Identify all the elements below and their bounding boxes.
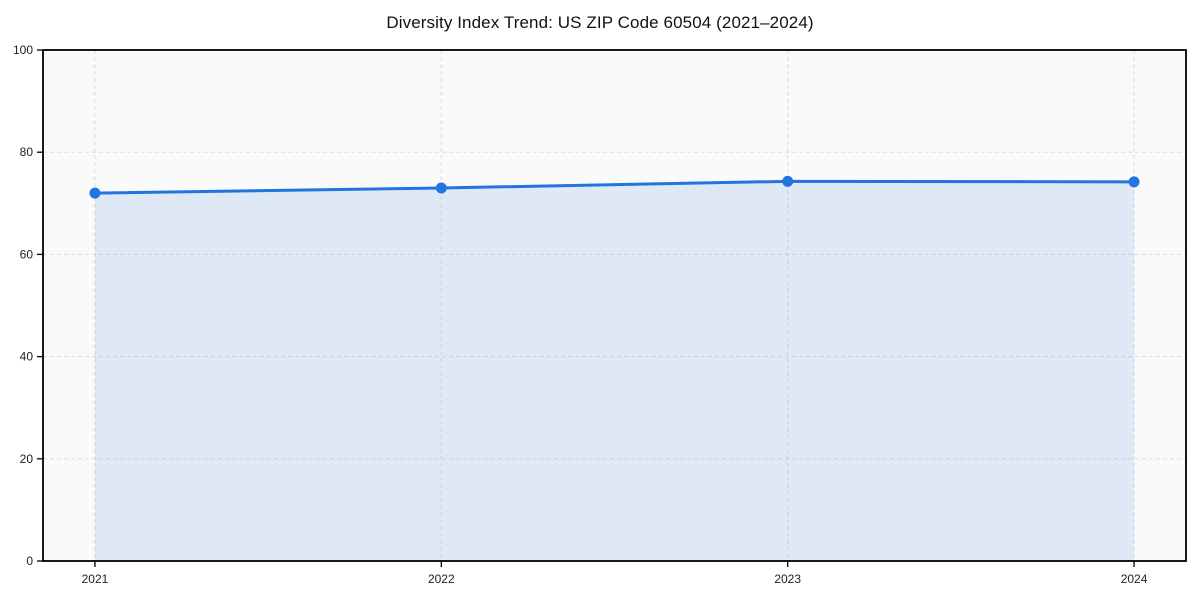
y-tick-label: 80 — [20, 145, 34, 159]
plot-border — [42, 49, 1187, 562]
x-tick-label: 2024 — [1121, 572, 1148, 586]
x-tick-label: 2023 — [774, 572, 801, 586]
area-fill — [94, 181, 1135, 561]
y-tick-label: 0 — [26, 554, 33, 568]
y-tick-label: 60 — [20, 247, 34, 261]
data-point-2022 — [435, 182, 447, 194]
x-tick-label: 2022 — [428, 572, 455, 586]
data-point-2024 — [1128, 176, 1140, 188]
chart-title: Diversity Index Trend: US ZIP Code 60504… — [386, 13, 814, 32]
trend-line — [93, 179, 1136, 195]
axis-ticks — [37, 49, 1135, 567]
x-tick-label: 2021 — [82, 572, 109, 586]
y-tick-label: 20 — [20, 452, 34, 466]
axis-labels: 0 20 40 60 80 100 2021 2022 2023 2024 — [13, 43, 1148, 586]
data-point-2021 — [89, 187, 101, 199]
plot-area — [43, 50, 1186, 561]
y-tick-label: 40 — [20, 350, 34, 364]
data-point-2023 — [782, 175, 794, 187]
y-tick-label: 100 — [13, 43, 33, 57]
